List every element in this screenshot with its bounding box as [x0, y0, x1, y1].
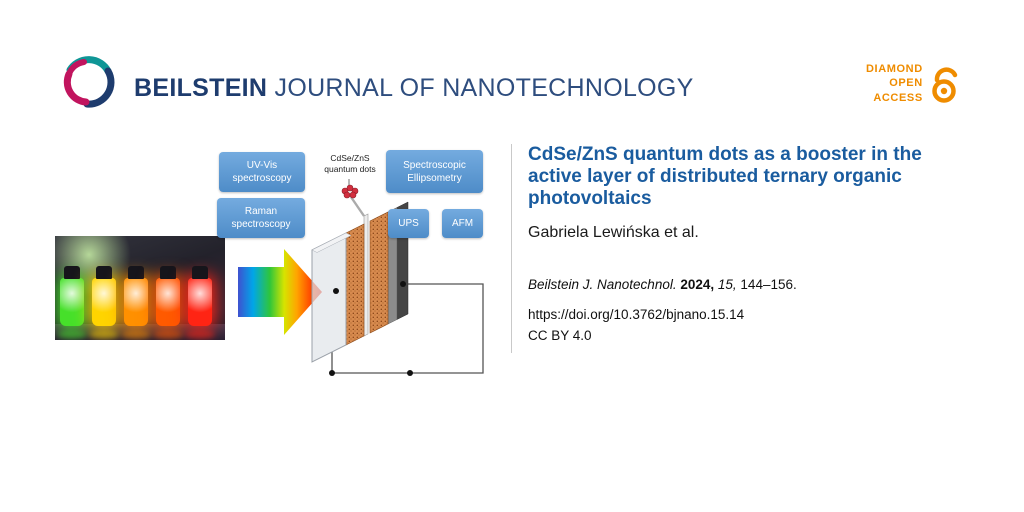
- quantum-dots-label: CdSe/ZnS quantum dots: [324, 153, 376, 174]
- rainbow-light-arrow: [238, 249, 322, 335]
- open-access-line2: OPEN: [889, 77, 923, 90]
- method-box-uvvis: UV-Vis spectroscopy: [219, 152, 305, 192]
- method-box-afm: AFM: [442, 209, 483, 238]
- vial-yellow: [92, 266, 116, 326]
- citation-volume: 15,: [717, 276, 741, 292]
- open-access-lock-icon: [932, 67, 958, 104]
- quantum-dot-stick: [350, 196, 365, 217]
- article-authors: Gabriela Lewińska et al.: [528, 223, 699, 241]
- open-access-line1: DIAMOND: [866, 63, 923, 75]
- article-info: CdSe/ZnS quantum dots as a booster in th…: [528, 144, 966, 343]
- method-box-ups: UPS: [388, 209, 429, 238]
- device-contact-front: [333, 288, 339, 294]
- vial-orange: [124, 266, 148, 326]
- circuit-contact-left: [329, 370, 335, 376]
- method-box-raman: Raman spectroscopy: [217, 198, 305, 238]
- beilstein-logo-icon: [63, 56, 115, 108]
- vial-green: [60, 266, 84, 326]
- article-citation: Beilstein J. Nanotechnol. 2024, 15, 144–…: [528, 277, 966, 292]
- open-access-text: DIAMOND OPEN ACCESS: [866, 62, 923, 105]
- diamond-open-access-badge: DIAMOND OPEN ACCESS: [866, 62, 960, 105]
- glass-top-face: [311, 232, 352, 253]
- vial-red: [188, 266, 212, 326]
- journal-title-bold: BEILSTEIN: [134, 74, 268, 102]
- vial-orange-red: [156, 266, 180, 326]
- method-box-ellipsometry: Spectroscopic Ellipsometry: [386, 150, 483, 193]
- active-layer-back: [369, 211, 389, 334]
- article-title[interactable]: CdSe/ZnS quantum dots as a booster in th…: [528, 144, 922, 210]
- journal-title-rest: JOURNAL OF NANOTECHNOLOGY: [267, 74, 694, 102]
- active-layer-front: [345, 223, 365, 346]
- article-license[interactable]: CC BY 4.0: [528, 327, 592, 343]
- quantum-dot-cluster-icon: [341, 184, 359, 199]
- circuit-wire: [331, 283, 484, 374]
- citation-year: 2024,: [680, 276, 718, 292]
- open-access-line3: ACCESS: [873, 91, 923, 104]
- circuit-contact-right: [407, 370, 413, 376]
- quantum-dot-vials-photo: [55, 236, 225, 340]
- article-doi-link[interactable]: https://doi.org/10.3762/bjnano.15.14: [528, 306, 745, 322]
- citation-pages: 144–156.: [740, 276, 797, 292]
- device-contact-back: [400, 281, 406, 287]
- vertical-divider: [511, 144, 512, 353]
- citation-journal: Beilstein J. Nanotechnol.: [528, 276, 681, 292]
- journal-title: BEILSTEIN JOURNAL OF NANOTECHNOLOGY: [134, 74, 694, 103]
- quantum-dot-interlayer: [363, 213, 369, 337]
